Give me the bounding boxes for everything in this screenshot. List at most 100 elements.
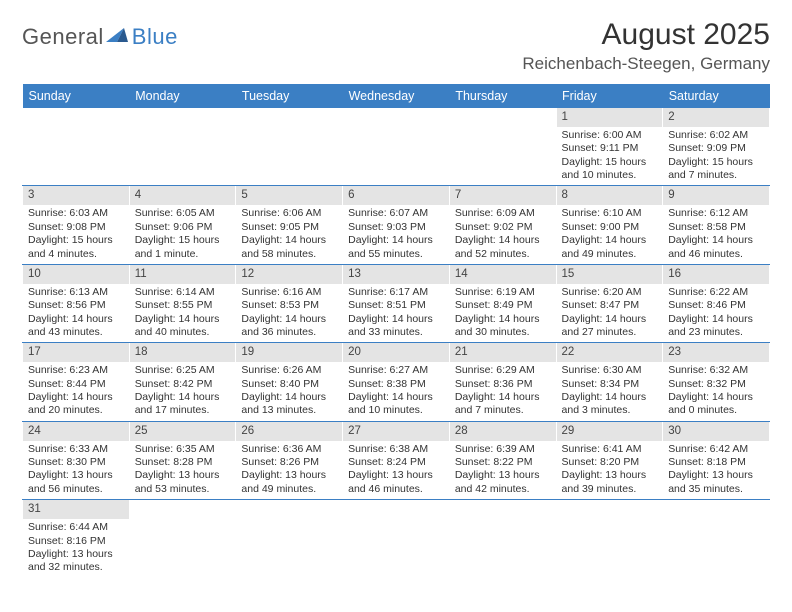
daylight2-text: and 43 minutes. xyxy=(28,326,124,339)
location: Reichenbach-Steegen, Germany xyxy=(522,54,770,74)
daylight1-text: Daylight: 14 hours xyxy=(348,234,444,247)
daylight2-text: and 27 minutes. xyxy=(562,326,658,339)
daylight2-text: and 53 minutes. xyxy=(135,483,231,496)
calendar-cell xyxy=(343,500,450,578)
calendar-cell: 9Sunrise: 6:12 AMSunset: 8:58 PMDaylight… xyxy=(663,186,770,264)
calendar-cell: 25Sunrise: 6:35 AMSunset: 8:28 PMDayligh… xyxy=(129,421,236,499)
page-header: General Blue August 2025 Reichenbach-Ste… xyxy=(22,18,770,74)
sunset-text: Sunset: 8:56 PM xyxy=(28,299,124,312)
daylight2-text: and 7 minutes. xyxy=(455,404,551,417)
sunrise-text: Sunrise: 6:42 AM xyxy=(668,443,764,456)
daylight2-text: and 23 minutes. xyxy=(668,326,764,339)
cell-body: Sunrise: 6:35 AMSunset: 8:28 PMDaylight:… xyxy=(130,441,236,500)
day-number: 5 xyxy=(236,186,342,205)
day-header: Friday xyxy=(556,84,663,108)
arrow-icon xyxy=(106,26,128,49)
daylight1-text: Daylight: 13 hours xyxy=(668,469,764,482)
sunrise-text: Sunrise: 6:02 AM xyxy=(668,129,764,142)
day-number: 25 xyxy=(130,422,236,441)
sunset-text: Sunset: 9:00 PM xyxy=(562,221,658,234)
sunrise-text: Sunrise: 6:23 AM xyxy=(28,364,124,377)
cell-body: Sunrise: 6:30 AMSunset: 8:34 PMDaylight:… xyxy=(557,362,663,421)
cell-body: Sunrise: 6:23 AMSunset: 8:44 PMDaylight:… xyxy=(23,362,129,421)
cell-body: Sunrise: 6:05 AMSunset: 9:06 PMDaylight:… xyxy=(130,205,236,264)
sunset-text: Sunset: 8:34 PM xyxy=(562,378,658,391)
sunset-text: Sunset: 8:18 PM xyxy=(668,456,764,469)
sunrise-text: Sunrise: 6:38 AM xyxy=(348,443,444,456)
daylight1-text: Daylight: 14 hours xyxy=(455,391,551,404)
daylight1-text: Daylight: 14 hours xyxy=(135,313,231,326)
calendar-cell: 22Sunrise: 6:30 AMSunset: 8:34 PMDayligh… xyxy=(556,343,663,421)
sunset-text: Sunset: 9:06 PM xyxy=(135,221,231,234)
calendar-cell: 24Sunrise: 6:33 AMSunset: 8:30 PMDayligh… xyxy=(23,421,130,499)
cell-body: Sunrise: 6:10 AMSunset: 9:00 PMDaylight:… xyxy=(557,205,663,264)
daylight2-text: and 35 minutes. xyxy=(668,483,764,496)
sunrise-text: Sunrise: 6:13 AM xyxy=(28,286,124,299)
sunset-text: Sunset: 8:26 PM xyxy=(241,456,337,469)
daylight2-text: and 36 minutes. xyxy=(241,326,337,339)
daylight2-text: and 1 minute. xyxy=(135,248,231,261)
cell-body: Sunrise: 6:38 AMSunset: 8:24 PMDaylight:… xyxy=(343,441,449,500)
calendar-cell: 20Sunrise: 6:27 AMSunset: 8:38 PMDayligh… xyxy=(343,343,450,421)
daylight2-text: and 55 minutes. xyxy=(348,248,444,261)
sunrise-text: Sunrise: 6:03 AM xyxy=(28,207,124,220)
daylight2-text: and 13 minutes. xyxy=(241,404,337,417)
sunrise-text: Sunrise: 6:20 AM xyxy=(562,286,658,299)
daylight1-text: Daylight: 15 hours xyxy=(135,234,231,247)
sunrise-text: Sunrise: 6:29 AM xyxy=(455,364,551,377)
day-number: 9 xyxy=(663,186,769,205)
calendar-cell xyxy=(449,108,556,186)
sunset-text: Sunset: 8:22 PM xyxy=(455,456,551,469)
sunrise-text: Sunrise: 6:06 AM xyxy=(241,207,337,220)
calendar-cell xyxy=(23,108,130,186)
cell-body: Sunrise: 6:44 AMSunset: 8:16 PMDaylight:… xyxy=(23,519,129,578)
sunrise-text: Sunrise: 6:25 AM xyxy=(135,364,231,377)
daylight1-text: Daylight: 14 hours xyxy=(348,391,444,404)
day-number: 27 xyxy=(343,422,449,441)
sunset-text: Sunset: 8:44 PM xyxy=(28,378,124,391)
daylight1-text: Daylight: 14 hours xyxy=(348,313,444,326)
day-header: Sunday xyxy=(23,84,130,108)
logo: General Blue xyxy=(22,24,178,50)
day-number: 12 xyxy=(236,265,342,284)
calendar-cell xyxy=(129,108,236,186)
month-title: August 2025 xyxy=(522,18,770,52)
calendar-cell: 29Sunrise: 6:41 AMSunset: 8:20 PMDayligh… xyxy=(556,421,663,499)
calendar-cell xyxy=(449,500,556,578)
daylight1-text: Daylight: 14 hours xyxy=(28,391,124,404)
day-header: Wednesday xyxy=(343,84,450,108)
daylight2-text: and 32 minutes. xyxy=(28,561,124,574)
sunset-text: Sunset: 8:53 PM xyxy=(241,299,337,312)
cell-body: Sunrise: 6:27 AMSunset: 8:38 PMDaylight:… xyxy=(343,362,449,421)
daylight1-text: Daylight: 14 hours xyxy=(135,391,231,404)
calendar-cell: 10Sunrise: 6:13 AMSunset: 8:56 PMDayligh… xyxy=(23,264,130,342)
calendar-cell xyxy=(236,500,343,578)
daylight1-text: Daylight: 13 hours xyxy=(135,469,231,482)
daylight1-text: Daylight: 14 hours xyxy=(668,391,764,404)
daylight1-text: Daylight: 14 hours xyxy=(562,391,658,404)
sunset-text: Sunset: 8:20 PM xyxy=(562,456,658,469)
day-header-row: Sunday Monday Tuesday Wednesday Thursday… xyxy=(23,84,770,108)
daylight1-text: Daylight: 15 hours xyxy=(28,234,124,247)
calendar-cell: 8Sunrise: 6:10 AMSunset: 9:00 PMDaylight… xyxy=(556,186,663,264)
calendar-cell: 13Sunrise: 6:17 AMSunset: 8:51 PMDayligh… xyxy=(343,264,450,342)
day-number: 14 xyxy=(450,265,556,284)
cell-body: Sunrise: 6:02 AMSunset: 9:09 PMDaylight:… xyxy=(663,127,769,186)
sunrise-text: Sunrise: 6:41 AM xyxy=(562,443,658,456)
calendar-cell: 12Sunrise: 6:16 AMSunset: 8:53 PMDayligh… xyxy=(236,264,343,342)
daylight2-text: and 49 minutes. xyxy=(241,483,337,496)
sunrise-text: Sunrise: 6:09 AM xyxy=(455,207,551,220)
daylight1-text: Daylight: 13 hours xyxy=(28,469,124,482)
calendar-cell: 11Sunrise: 6:14 AMSunset: 8:55 PMDayligh… xyxy=(129,264,236,342)
day-number: 15 xyxy=(557,265,663,284)
calendar-cell: 27Sunrise: 6:38 AMSunset: 8:24 PMDayligh… xyxy=(343,421,450,499)
sunrise-text: Sunrise: 6:30 AM xyxy=(562,364,658,377)
title-block: August 2025 Reichenbach-Steegen, Germany xyxy=(522,18,770,74)
cell-body: Sunrise: 6:36 AMSunset: 8:26 PMDaylight:… xyxy=(236,441,342,500)
calendar-week: 31Sunrise: 6:44 AMSunset: 8:16 PMDayligh… xyxy=(23,500,770,578)
sunset-text: Sunset: 9:03 PM xyxy=(348,221,444,234)
cell-body: Sunrise: 6:06 AMSunset: 9:05 PMDaylight:… xyxy=(236,205,342,264)
day-header: Monday xyxy=(129,84,236,108)
day-number: 18 xyxy=(130,343,236,362)
cell-body: Sunrise: 6:13 AMSunset: 8:56 PMDaylight:… xyxy=(23,284,129,343)
